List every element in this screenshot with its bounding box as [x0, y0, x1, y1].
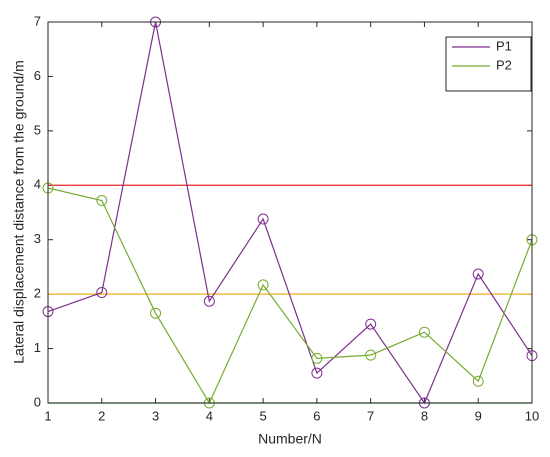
legend-box — [445, 36, 532, 92]
x-tick-label: 9 — [475, 408, 482, 423]
data-point — [365, 318, 377, 330]
x-axis-label: Number/N — [258, 431, 322, 447]
y-tick-label: 6 — [34, 68, 41, 83]
data-point — [257, 213, 269, 225]
legend-label: P2 — [496, 57, 512, 72]
data-point — [257, 279, 269, 291]
x-tick-label: 2 — [98, 408, 105, 423]
y-tick-label: 1 — [34, 340, 41, 355]
x-tick-label: 4 — [206, 408, 213, 423]
data-point — [96, 287, 108, 299]
data-point — [311, 352, 323, 364]
y-tick-label: 7 — [34, 13, 41, 28]
axes-box — [47, 21, 533, 404]
data-point — [96, 195, 108, 207]
x-tick-label: 1 — [44, 408, 51, 423]
x-tick-label: 5 — [259, 408, 266, 423]
y-tick-label: 3 — [34, 231, 41, 246]
y-tick-label: 0 — [34, 394, 41, 409]
y-tick-label: 2 — [34, 286, 41, 301]
series-line — [47, 21, 533, 405]
data-point — [472, 375, 484, 387]
data-point — [311, 367, 323, 379]
y-tick-label: 4 — [34, 177, 41, 192]
data-point — [203, 295, 215, 307]
x-tick-label: 6 — [313, 408, 320, 423]
legend-label: P1 — [496, 38, 512, 53]
y-tick-label: 5 — [34, 122, 41, 137]
x-tick-label: 7 — [367, 408, 374, 423]
series-line — [47, 187, 533, 405]
x-tick-label: 3 — [152, 408, 159, 423]
data-point — [472, 268, 484, 280]
data-point — [418, 326, 430, 338]
y-axis-label: Lateral displacement distance from the g… — [11, 60, 27, 364]
x-tick-label: 10 — [525, 408, 539, 423]
x-tick-label: 8 — [421, 408, 428, 423]
data-point — [150, 307, 162, 319]
data-point — [365, 349, 377, 361]
